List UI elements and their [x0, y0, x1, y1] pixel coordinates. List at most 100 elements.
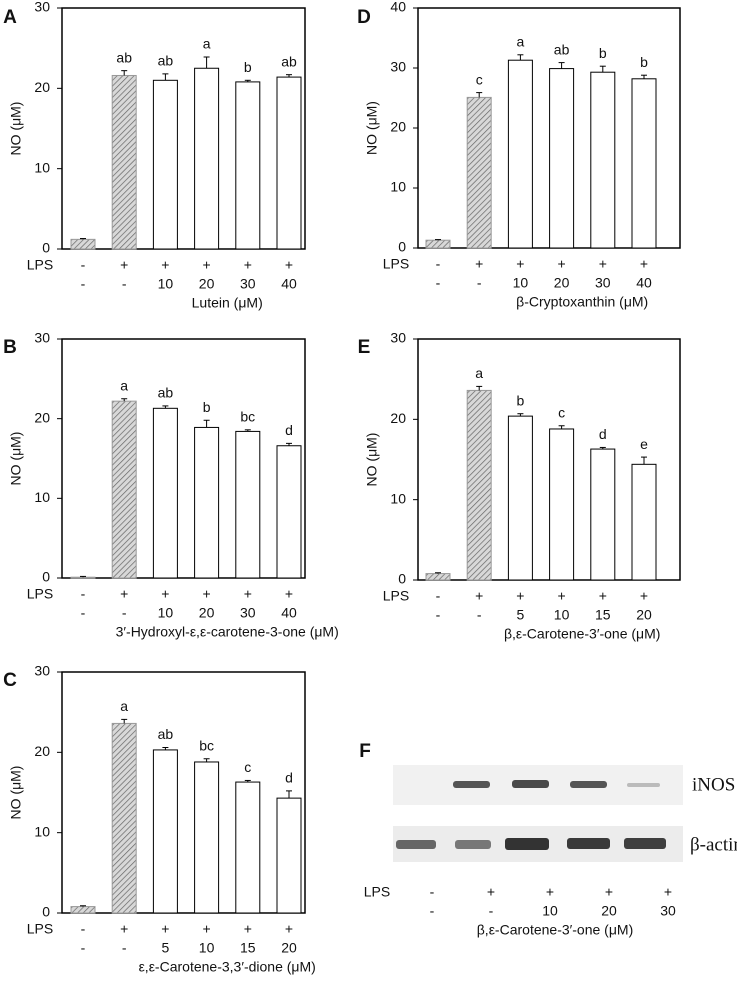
x-axis-label: Lutein (μM): [192, 295, 263, 311]
y-axis-label: NO (μM): [364, 433, 380, 487]
lps-label: LPS: [27, 257, 53, 273]
significance-letter: ab: [281, 53, 297, 69]
significance-letter: ab: [554, 41, 570, 57]
lps-sign: +: [516, 588, 524, 604]
lps-sign: +: [161, 257, 169, 273]
panel-label: D: [357, 7, 371, 28]
lps-label: LPS: [383, 588, 409, 604]
band: [567, 838, 610, 849]
lps-sign: +: [599, 256, 607, 272]
x-axis-label: β,ε-Carotene-3′-one (μM): [504, 626, 660, 642]
dose-label: -: [430, 903, 435, 919]
y-tick-label: 20: [34, 743, 50, 759]
plot-frame: [417, 338, 681, 581]
y-axis-label: NO (μM): [8, 102, 24, 156]
significance-letter: d: [285, 770, 293, 786]
lps-sign: -: [81, 586, 86, 602]
bar: [276, 445, 302, 579]
panel-label: A: [3, 7, 17, 28]
lps-label: LPS: [383, 256, 409, 272]
dose-label: 10: [158, 605, 174, 621]
dose-label: 10: [199, 940, 215, 956]
significance-letter: ab: [158, 726, 174, 742]
dose-label: 5: [162, 940, 170, 956]
bar: [276, 797, 302, 914]
significance-letter: d: [599, 426, 607, 442]
bar: [466, 96, 492, 249]
lps-sign: +: [285, 257, 293, 273]
y-tick-label: 30: [34, 330, 50, 346]
bar: [194, 761, 220, 914]
lps-sign: +: [558, 256, 566, 272]
dose-label: -: [122, 605, 127, 621]
band: [570, 781, 607, 788]
significance-letter: b: [517, 392, 525, 408]
significance-letter: b: [244, 59, 252, 75]
lps-sign: -: [81, 921, 86, 937]
lps-label: LPS: [27, 586, 53, 602]
dose-label: 20: [601, 903, 617, 919]
significance-letter: a: [120, 698, 128, 714]
dose-label: 10: [513, 275, 529, 291]
lps-sign: +: [516, 256, 524, 272]
lps-sign: +: [475, 588, 483, 604]
band: [624, 838, 666, 849]
dose-label: 10: [554, 607, 570, 623]
lps-sign: -: [81, 257, 86, 273]
significance-letter: c: [558, 404, 565, 420]
lps-sign: +: [161, 921, 169, 937]
y-tick-label: 30: [34, 663, 50, 679]
bar: [590, 448, 616, 581]
panel-label: F: [359, 741, 371, 762]
dose-label: 30: [240, 276, 256, 292]
bar: [70, 906, 96, 914]
significance-letter: ab: [116, 49, 132, 65]
significance-letter: b: [599, 45, 607, 61]
lps-sign: +: [120, 586, 128, 602]
dose-label: 20: [554, 275, 570, 291]
significance-letter: c: [244, 759, 251, 775]
lps-sign: -: [436, 256, 441, 272]
significance-letter: ab: [158, 385, 174, 401]
lps-sign: -: [436, 588, 441, 604]
dose-label: 20: [199, 605, 215, 621]
dose-label: -: [122, 940, 127, 956]
significance-letter: e: [640, 436, 648, 452]
y-tick-label: 10: [390, 179, 406, 195]
bar: [194, 426, 220, 579]
y-tick-label: 10: [34, 823, 50, 839]
y-tick-label: 0: [398, 571, 406, 587]
lps-sign: +: [120, 921, 128, 937]
panel-label: B: [3, 337, 17, 358]
bar: [507, 415, 533, 581]
significance-letter: b: [640, 54, 648, 70]
dose-label: 15: [240, 940, 256, 956]
significance-letter: ab: [158, 53, 174, 69]
dose-label: 30: [660, 903, 676, 919]
bar: [70, 238, 96, 250]
bar: [111, 400, 137, 579]
bar: [194, 67, 220, 250]
lps-sign: +: [640, 256, 648, 272]
significance-letter: b: [203, 399, 211, 415]
band: [396, 840, 436, 849]
significance-letter: c: [476, 71, 483, 87]
bar: [235, 781, 261, 914]
bar: [466, 389, 492, 581]
band: [512, 780, 549, 788]
bar: [152, 407, 178, 579]
y-tick-label: 20: [34, 79, 50, 95]
dose-label: 30: [240, 605, 256, 621]
y-tick-label: 10: [34, 159, 50, 175]
y-axis-label: NO (μM): [8, 432, 24, 486]
dose-label: -: [489, 903, 494, 919]
y-tick-label: 0: [398, 239, 406, 255]
bar: [111, 722, 137, 914]
y-axis-label: NO (μM): [8, 766, 24, 820]
plot-frame: [61, 7, 306, 250]
y-tick-label: 20: [390, 410, 406, 426]
y-tick-label: 30: [390, 330, 406, 346]
y-tick-label: 30: [34, 0, 50, 15]
